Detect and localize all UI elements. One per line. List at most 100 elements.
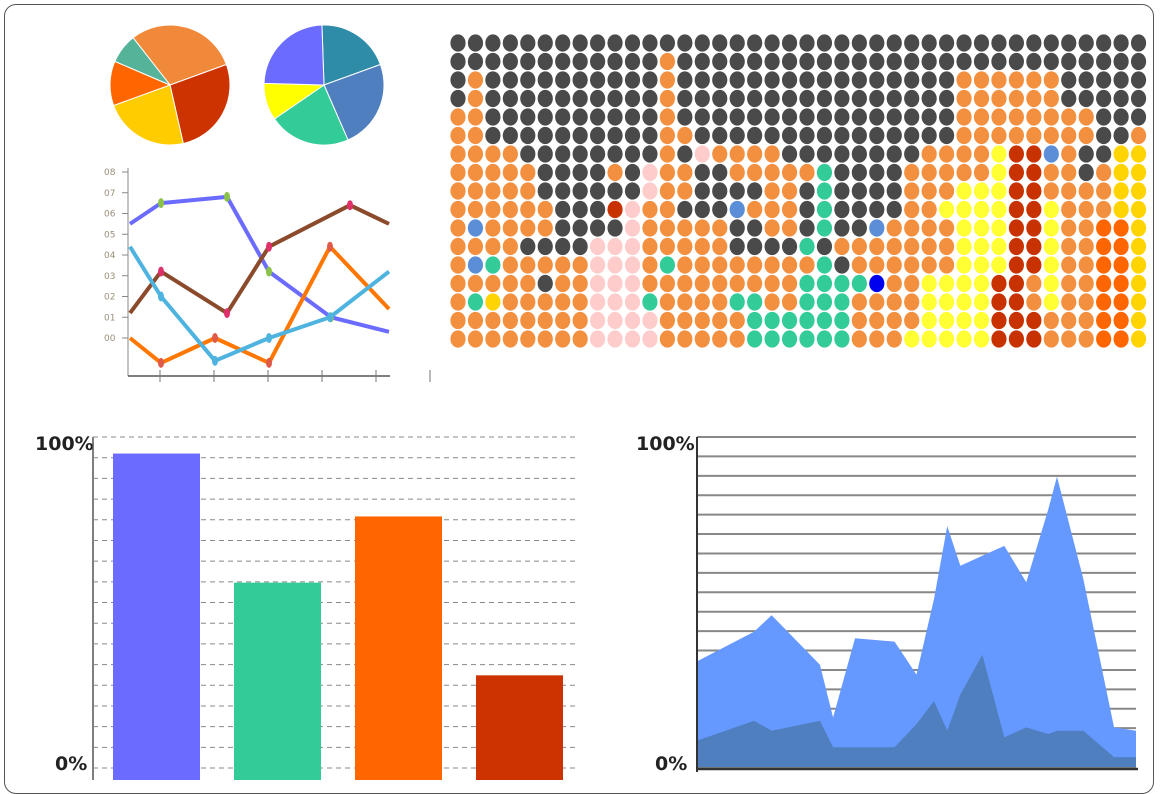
dot-cell — [537, 256, 553, 274]
dot-cell — [1026, 182, 1042, 200]
dot-cell — [659, 274, 676, 293]
dot-cell — [869, 71, 885, 89]
dot-cell — [973, 108, 990, 126]
dot-cell — [607, 200, 623, 219]
dot-cell — [520, 200, 536, 219]
dot-cell — [590, 126, 606, 145]
dot-cell — [467, 330, 484, 348]
dot-cell — [572, 71, 588, 89]
dot-cell — [485, 293, 501, 311]
pie-slice — [273, 84, 349, 146]
dot-cell — [485, 108, 501, 126]
dot-cell — [886, 52, 902, 71]
dot-cell — [642, 219, 658, 237]
dot-cell — [677, 330, 693, 348]
dot-cell — [904, 163, 920, 182]
dot-cell — [677, 237, 693, 256]
dot-cell — [1008, 293, 1024, 311]
dot-cell — [921, 311, 937, 330]
dot-cell — [921, 237, 937, 256]
dot-cell — [485, 274, 501, 293]
dot-cell — [816, 200, 833, 219]
dot-cell — [624, 200, 641, 219]
dot-cell — [555, 108, 571, 126]
dot-cell — [502, 237, 518, 256]
dot-cell — [502, 71, 518, 89]
dot-cell — [485, 34, 501, 52]
dot-cell — [1026, 126, 1042, 145]
dot-cell — [799, 34, 815, 52]
dot-cell — [677, 256, 693, 274]
dot-cell — [904, 52, 920, 71]
dot-cell — [904, 145, 920, 163]
dot-cell — [694, 126, 710, 145]
dot-cell — [520, 52, 536, 71]
dot-cell — [991, 126, 1007, 145]
dot-cell — [694, 237, 710, 256]
dot-cell — [781, 71, 798, 89]
dot-cell — [851, 237, 867, 256]
dot-cell — [1043, 256, 1059, 274]
dot-cell — [1026, 237, 1042, 256]
dot-cell — [694, 274, 710, 293]
dot-cell — [799, 237, 815, 256]
dot-cell — [555, 237, 571, 256]
line-marker — [266, 333, 272, 343]
dot-cell — [939, 145, 955, 163]
dot-cell — [694, 108, 710, 126]
dot-cell — [869, 52, 885, 71]
dot-cell — [1113, 145, 1129, 163]
dot-cell — [956, 330, 972, 348]
dot-cell — [537, 311, 553, 330]
dot-cell — [467, 89, 484, 108]
dot-cell — [747, 274, 763, 293]
bar — [113, 453, 200, 780]
dot-cell — [1096, 108, 1112, 126]
dot-cell — [555, 219, 571, 237]
dot-cell — [467, 237, 484, 256]
dot-cell — [624, 126, 641, 145]
dot-cell — [747, 293, 763, 311]
dot-cell — [1026, 274, 1042, 293]
dot-cell — [991, 163, 1007, 182]
dot-cell — [991, 34, 1007, 52]
dot-cell — [712, 89, 728, 108]
dot-cell — [729, 52, 745, 71]
dot-cell — [781, 89, 798, 108]
dot-cell — [1061, 200, 1077, 219]
dot-cell — [921, 274, 937, 293]
line-marker — [266, 241, 272, 252]
line-marker — [158, 198, 164, 209]
dot-cell — [904, 34, 920, 52]
dot-cell — [1026, 293, 1042, 311]
dot-cell — [1113, 237, 1129, 256]
dot-cell — [607, 274, 623, 293]
dot-cell — [537, 71, 553, 89]
dot-cell — [642, 89, 658, 108]
dot-cell — [572, 108, 588, 126]
dot-cell — [607, 108, 623, 126]
dot-cell — [502, 145, 518, 163]
dot-cell — [851, 126, 867, 145]
dot-cell — [572, 219, 588, 237]
dot-cell — [1096, 163, 1112, 182]
pie-slice — [263, 24, 325, 86]
dot-cell — [781, 108, 798, 126]
dot-cell — [956, 126, 972, 145]
dot-cell — [467, 311, 484, 330]
dot-cell — [642, 256, 658, 274]
bar — [355, 516, 442, 780]
dot-cell — [921, 34, 937, 52]
dot-cell — [555, 182, 571, 200]
dot-cell — [886, 145, 902, 163]
dot-cell — [607, 237, 623, 256]
dot-cell — [834, 108, 850, 126]
dot-cell — [590, 200, 606, 219]
dot-cell — [869, 145, 885, 163]
dot-cell — [851, 274, 867, 293]
dot-cell — [816, 163, 833, 182]
dot-cell — [991, 145, 1007, 163]
dot-cell — [572, 52, 588, 71]
dot-cell — [694, 52, 710, 71]
